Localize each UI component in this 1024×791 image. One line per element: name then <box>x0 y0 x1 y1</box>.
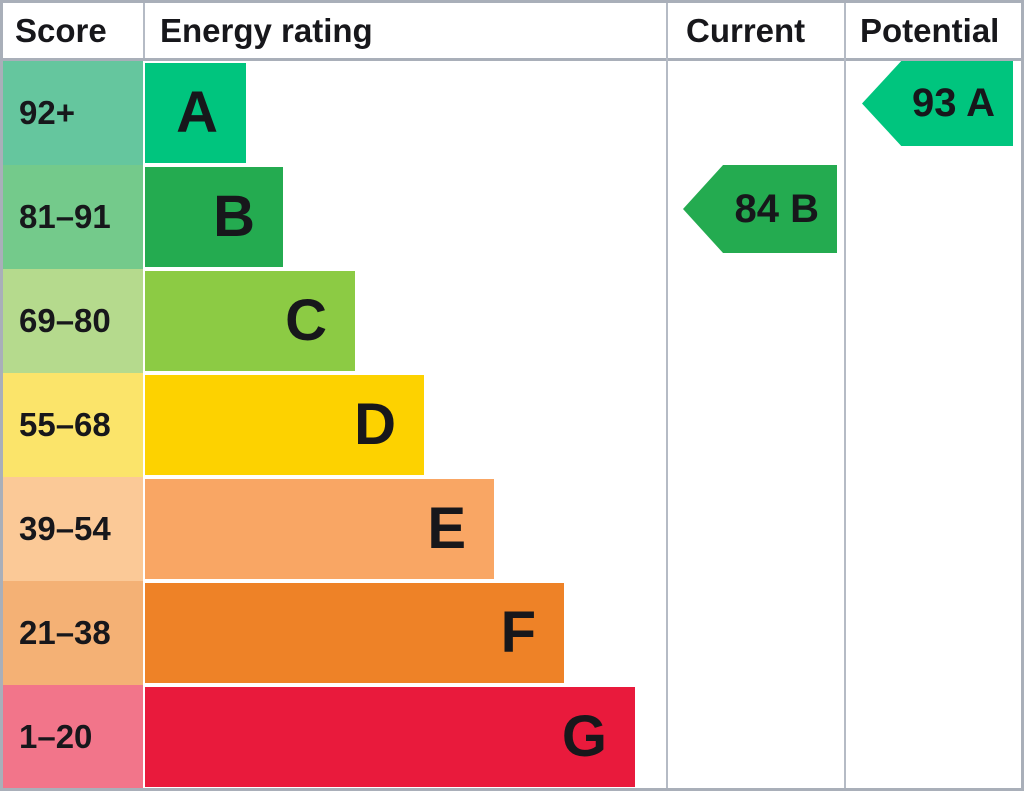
grade-letter-a: A <box>176 80 218 145</box>
current-rating-label: 84 B <box>734 186 820 231</box>
score-range-f: 21–38 <box>3 581 143 685</box>
column-header-score: Score <box>3 3 145 58</box>
column-header-potential: Potential <box>860 11 1000 49</box>
rating-bar-a: A <box>145 63 246 163</box>
rating-bar-f: F <box>145 583 564 683</box>
divider-potential-column <box>844 3 846 788</box>
rating-bar-d: D <box>145 375 424 475</box>
band-row-d: 55–68 D <box>3 373 1021 477</box>
divider-current-column <box>666 3 668 788</box>
score-range-a: 92+ <box>3 61 143 165</box>
potential-rating-label: 93 A <box>911 81 995 125</box>
band-row-b: 81–91 B <box>3 165 1021 269</box>
grade-letter-g: G <box>561 704 607 769</box>
column-header-energy-rating: Energy rating <box>160 11 373 49</box>
grade-letter-f: F <box>500 600 536 665</box>
grade-letter-b: B <box>213 184 255 249</box>
score-range-b: 81–91 <box>3 165 143 269</box>
rating-bar-c: C <box>145 271 355 371</box>
score-range-e: 39–54 <box>3 477 143 581</box>
rating-bar-b: B <box>145 167 283 267</box>
band-row-c: 69–80 C <box>3 269 1021 373</box>
column-header-current: Current <box>686 11 806 49</box>
grade-letter-d: D <box>354 392 396 457</box>
grade-letter-e: E <box>427 496 466 561</box>
score-range-g: 1–20 <box>3 685 143 788</box>
band-row-a: 92+ A <box>3 61 1021 165</box>
band-row-f: 21–38 F <box>3 581 1021 685</box>
grade-letter-c: C <box>285 288 327 353</box>
rating-bar-e: E <box>145 479 494 579</box>
score-range-c: 69–80 <box>3 269 143 373</box>
band-row-g: 1–20 G <box>3 685 1021 788</box>
table-header: Score Energy rating Current Potential <box>3 3 1021 61</box>
band-row-e: 39–54 E <box>3 477 1021 581</box>
rating-bands: 92+ A 81–91 B 69–80 C 55–68 D 39–54 <box>3 61 1021 788</box>
rating-bar-g: G <box>145 687 635 787</box>
score-range-d: 55–68 <box>3 373 143 477</box>
